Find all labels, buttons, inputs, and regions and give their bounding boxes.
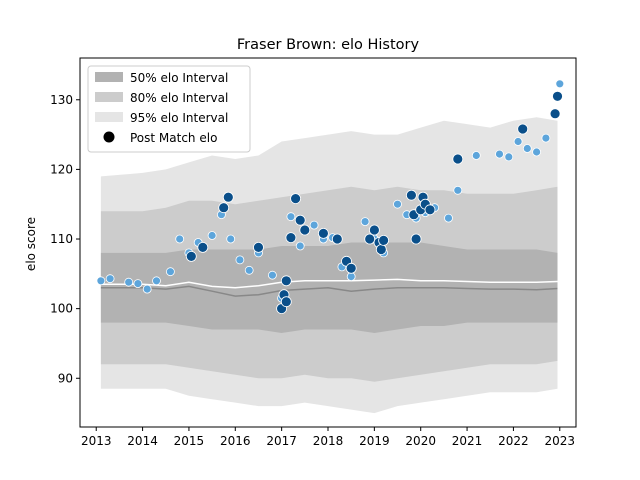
legend-label-50: 50% elo Interval	[130, 71, 228, 85]
post-match-point	[133, 279, 143, 289]
x-tick-label: 2019	[359, 434, 390, 448]
post-match-point	[207, 231, 217, 240]
post-match-point	[267, 270, 277, 280]
legend-label-80: 80% elo Interval	[130, 91, 228, 105]
post-match-point	[346, 272, 356, 282]
post-match-point-major	[410, 233, 422, 245]
legend-swatch-50	[95, 72, 123, 82]
post-match-point-major	[424, 204, 436, 216]
post-match-point-major	[280, 275, 292, 287]
trend-lines	[100, 278, 558, 297]
plot-area	[96, 79, 565, 414]
post-match-point-major	[368, 224, 380, 236]
legend-swatch-80	[95, 92, 123, 102]
post-match-point-major	[549, 108, 561, 120]
y-tick-label: 130	[50, 93, 73, 107]
post-match-point	[532, 147, 541, 157]
x-tick-label: 2013	[81, 434, 112, 448]
post-match-point	[175, 234, 185, 244]
post-match-point-major	[331, 233, 343, 245]
post-match-point	[124, 277, 134, 287]
x-tick-label: 2016	[220, 434, 251, 448]
post-match-point-major	[452, 153, 464, 165]
y-tick-label: 120	[50, 162, 73, 176]
post-match-point-major	[364, 233, 376, 245]
post-match-point	[495, 149, 504, 159]
post-match-point	[152, 276, 161, 286]
post-match-point	[555, 79, 565, 89]
post-match-point	[471, 151, 481, 160]
post-match-point	[142, 284, 152, 294]
legend-label-95: 95% elo Interval	[130, 111, 228, 125]
post-match-point	[226, 234, 236, 244]
post-match-points	[96, 79, 565, 315]
post-match-point-major	[345, 262, 357, 274]
post-match-point	[105, 274, 115, 284]
x-tick-label: 2017	[266, 434, 297, 448]
post-match-point-major	[375, 244, 387, 255]
post-match-point	[286, 212, 296, 222]
median-line	[100, 285, 558, 297]
x-tick-label: 2021	[452, 434, 483, 448]
post-match-point	[165, 267, 175, 277]
post-match-point	[96, 276, 106, 286]
post-match-point	[295, 241, 305, 251]
post-match-point-major	[197, 241, 209, 253]
post-match-point-major	[517, 123, 529, 135]
y-axis-label: elo score	[24, 217, 38, 271]
post-match-point	[522, 144, 532, 153]
post-match-point-major	[378, 234, 390, 246]
post-match-point	[360, 217, 370, 227]
post-match-point-major	[185, 250, 197, 262]
post-match-point-major	[317, 227, 329, 239]
post-match-point-major	[222, 191, 234, 203]
post-match-point-major	[290, 193, 302, 205]
x-tick-label: 2014	[127, 434, 158, 448]
x-tick-label: 2020	[405, 434, 436, 448]
x-tick-label: 2023	[545, 434, 576, 448]
post-match-point-major	[218, 202, 230, 214]
post-match-point-major	[299, 224, 311, 236]
chart-title: Fraser Brown: elo History	[237, 37, 420, 53]
post-match-point	[244, 265, 254, 275]
legend-frame	[87, 65, 251, 153]
post-match-point	[504, 152, 514, 162]
legend-label-post-match: Post Match elo	[130, 131, 217, 145]
post-match-point	[513, 137, 523, 146]
x-tick-label: 2022	[498, 434, 529, 448]
post-match-point-major	[405, 189, 417, 201]
legend-marker-post-match	[103, 131, 115, 143]
post-match-point-major	[294, 214, 306, 226]
post-match-point-major	[253, 241, 264, 253]
y-tick-label: 100	[50, 302, 73, 316]
elo-interval-bands	[100, 117, 558, 414]
post-match-point	[541, 133, 551, 143]
x-axis: 2013 2014 2015 2016 2017 2018 2019 2020 2021 2022…	[81, 427, 575, 448]
x-tick-label: 2018	[313, 434, 344, 448]
post-match-point-major	[280, 296, 292, 308]
legend-swatch-95	[95, 112, 123, 122]
legend: 50% elo Interval 80% elo Interval 95% el…	[87, 65, 251, 153]
y-tick-label: 90	[58, 371, 73, 385]
post-match-point-major	[285, 232, 297, 244]
post-match-point	[444, 213, 453, 223]
post-match-point	[393, 199, 402, 209]
y-axis: 90 100 110 120 130	[50, 93, 80, 385]
y-tick-label: 110	[50, 232, 73, 246]
post-match-point	[309, 220, 319, 230]
x-tick-label: 2015	[174, 434, 205, 448]
post-match-point	[235, 255, 245, 265]
mean-line	[100, 278, 558, 289]
post-match-point	[453, 185, 463, 195]
post-match-point-major	[552, 90, 563, 102]
